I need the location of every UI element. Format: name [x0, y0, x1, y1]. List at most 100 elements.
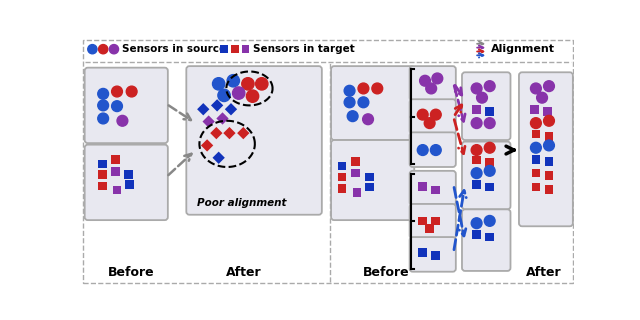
Circle shape	[246, 90, 259, 102]
Text: Before: Before	[108, 266, 155, 279]
Polygon shape	[210, 127, 223, 139]
FancyBboxPatch shape	[519, 72, 573, 226]
FancyBboxPatch shape	[410, 237, 456, 272]
Bar	[472, 230, 481, 239]
Bar	[472, 180, 481, 189]
Circle shape	[344, 85, 355, 96]
Circle shape	[98, 100, 109, 111]
Circle shape	[477, 92, 488, 103]
Text: Before: Before	[362, 266, 409, 279]
FancyBboxPatch shape	[84, 145, 168, 220]
Bar	[543, 107, 552, 116]
Circle shape	[471, 83, 482, 94]
Circle shape	[212, 78, 225, 90]
Bar	[485, 233, 494, 241]
Bar	[419, 182, 427, 190]
Bar	[231, 45, 239, 53]
FancyBboxPatch shape	[462, 209, 511, 271]
Bar	[220, 45, 228, 53]
Circle shape	[88, 44, 97, 54]
Circle shape	[417, 109, 428, 120]
Text: Sensors in target: Sensors in target	[253, 44, 355, 54]
Polygon shape	[216, 112, 228, 124]
Circle shape	[471, 118, 482, 129]
Bar	[545, 132, 554, 140]
Bar	[111, 155, 120, 164]
Bar	[124, 171, 133, 179]
Circle shape	[109, 44, 118, 54]
Circle shape	[126, 86, 137, 97]
Bar	[98, 171, 107, 179]
Polygon shape	[237, 127, 250, 139]
Bar	[365, 183, 374, 191]
Bar	[98, 160, 107, 168]
Bar	[532, 183, 540, 191]
Bar	[485, 158, 494, 167]
Text: Poor alignment: Poor alignment	[197, 198, 287, 208]
Circle shape	[471, 168, 482, 179]
Polygon shape	[223, 127, 236, 139]
Circle shape	[431, 109, 441, 120]
Bar	[353, 188, 362, 196]
Circle shape	[426, 83, 436, 94]
Circle shape	[420, 75, 431, 86]
Text: After: After	[526, 266, 561, 279]
Bar	[98, 182, 107, 190]
Circle shape	[471, 145, 482, 156]
Circle shape	[98, 113, 109, 124]
Bar	[338, 184, 346, 193]
Circle shape	[531, 83, 541, 94]
Circle shape	[363, 114, 373, 124]
Bar	[532, 169, 540, 178]
Circle shape	[372, 83, 383, 94]
FancyBboxPatch shape	[462, 141, 511, 209]
Circle shape	[484, 165, 495, 176]
Bar	[242, 45, 250, 53]
FancyBboxPatch shape	[410, 171, 456, 205]
Circle shape	[543, 140, 554, 151]
Circle shape	[484, 142, 495, 153]
Circle shape	[232, 87, 245, 99]
Bar	[351, 169, 360, 177]
Bar	[532, 130, 540, 138]
Text: Sensors in source: Sensors in source	[122, 44, 226, 54]
Bar	[530, 105, 539, 114]
Text: After: After	[225, 266, 261, 279]
Bar	[431, 251, 440, 260]
Circle shape	[484, 215, 495, 226]
Circle shape	[543, 81, 554, 92]
Polygon shape	[202, 116, 215, 128]
Circle shape	[348, 111, 358, 122]
Polygon shape	[225, 103, 237, 116]
Bar	[532, 155, 540, 164]
Circle shape	[471, 218, 482, 228]
Bar	[338, 173, 346, 181]
Polygon shape	[197, 103, 209, 116]
Circle shape	[242, 78, 254, 90]
Circle shape	[431, 145, 441, 156]
FancyBboxPatch shape	[410, 204, 456, 239]
Bar	[419, 217, 427, 225]
Circle shape	[227, 75, 239, 87]
Bar	[419, 248, 427, 257]
FancyBboxPatch shape	[186, 66, 322, 215]
FancyBboxPatch shape	[462, 72, 511, 140]
Bar	[485, 183, 494, 191]
Bar	[545, 157, 554, 166]
Polygon shape	[211, 99, 223, 112]
Bar	[431, 217, 440, 225]
Text: Alignment: Alignment	[490, 44, 554, 54]
FancyBboxPatch shape	[331, 140, 414, 220]
Circle shape	[358, 83, 369, 94]
Polygon shape	[212, 152, 225, 164]
Circle shape	[537, 92, 547, 103]
Bar	[365, 173, 374, 181]
Bar	[472, 156, 481, 164]
Circle shape	[218, 89, 230, 101]
Circle shape	[344, 97, 355, 108]
Bar	[545, 171, 554, 180]
Bar	[113, 186, 121, 194]
FancyBboxPatch shape	[410, 99, 456, 134]
Bar	[485, 107, 494, 116]
Circle shape	[111, 101, 122, 112]
